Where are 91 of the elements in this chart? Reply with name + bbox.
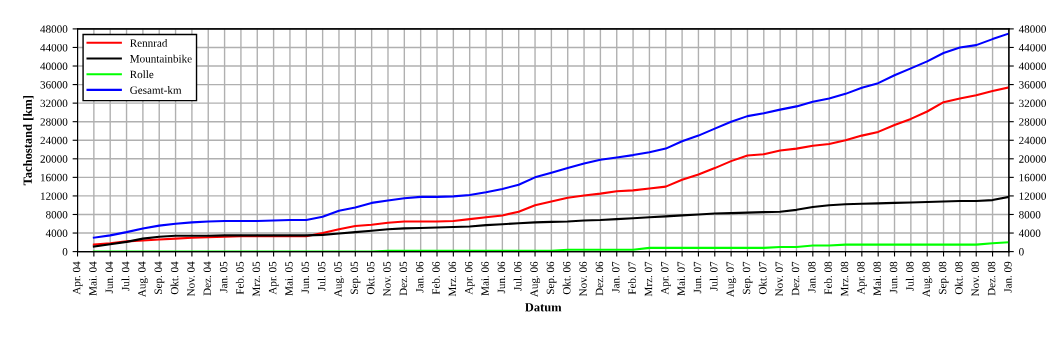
y-tick-label: 36000	[40, 81, 68, 89]
line-series	[92, 32, 1009, 239]
x-tick-label: Nov. 05	[383, 261, 391, 297]
y2-tick-label: 12000	[1019, 192, 1046, 200]
y-tick-label: 48000	[40, 25, 68, 33]
x-tick-label: Sep. 07	[742, 261, 753, 294]
x-tick-label: Mrz. 07	[644, 261, 653, 297]
y2-tick-label: 28000	[1019, 118, 1046, 126]
x-tick-label: Jun. 07	[693, 261, 702, 294]
legend-label: Rennrad	[130, 38, 168, 47]
x-tick-label: Nov. 06	[579, 261, 587, 297]
x-tick-label: Aug. 08	[922, 261, 933, 298]
x-tick-label: Mai. 08	[873, 261, 882, 296]
y2-tick-label: 8000	[1019, 210, 1041, 219]
x-tick-label: Apr. 07	[661, 261, 671, 295]
x-tick-label: Aug. 05	[334, 261, 344, 298]
y-tick-label: 12000	[41, 192, 68, 200]
y2-tick-label: 20000	[1019, 155, 1046, 163]
y2-tick-label: 36000	[1019, 81, 1046, 89]
x-tick-label: Jul. 06	[513, 261, 522, 291]
y-tick-label: 40000	[40, 62, 68, 70]
x-tick-label: Okt. 06	[562, 261, 571, 295]
x-tick-label: Jan. 09	[1004, 261, 1012, 293]
x-tick-label: Mai. 05	[285, 261, 293, 296]
x-tick-label: Jan. 06	[415, 261, 424, 293]
x-tick-label: Sep. 05	[350, 261, 361, 294]
x-tick-label: Apr. 05	[268, 261, 279, 295]
x-tick-label: Sep. 06	[546, 261, 557, 294]
x-tick-label: Mrz. 08	[840, 261, 849, 297]
y2-tick-label: 32000	[1019, 99, 1046, 108]
x-tick-label: Sep. 08	[938, 261, 949, 294]
x-tick-label: Sep. 04	[154, 261, 165, 294]
x-tick-label: Mai. 07	[677, 261, 685, 296]
x-tick-label: Dez. 07	[791, 261, 800, 296]
legend-label: Mountainbike	[130, 54, 192, 63]
x-tick-label: Dez. 08	[987, 261, 996, 296]
x-tick-label: Jul. 04	[121, 261, 130, 291]
x-tick-label: Jun. 06	[497, 261, 506, 294]
y-tick-label: 44000	[40, 43, 68, 52]
x-tick-label: Okt. 05	[366, 261, 375, 295]
x-tick-label: Aug. 06	[530, 261, 541, 298]
x-tick-label: Dez. 06	[595, 261, 604, 296]
y2-tick-label: 4000	[1018, 229, 1041, 238]
x-tick-label: Nov. 04	[187, 261, 195, 297]
x-tick-label: Apr. 08	[857, 261, 867, 295]
y-tick-label: 4000	[45, 229, 68, 238]
y2-tick-label: 48000	[1018, 25, 1046, 33]
y2-tick-label: 24000	[1019, 136, 1046, 145]
x-tick-label: Dez. 04	[203, 261, 212, 296]
x-tick-label: Jan. 08	[808, 261, 816, 293]
y-tick-label: 32000	[40, 99, 68, 108]
x-tick-label: Nov. 07	[775, 261, 783, 297]
x-tick-label: Aug. 07	[726, 261, 737, 298]
y-tick-label: 24000	[40, 136, 68, 145]
y-tick-label: 8000	[46, 210, 68, 219]
x-tick-label: Okt. 07	[758, 261, 767, 295]
x-tick-label: Apr. 06	[464, 261, 475, 295]
x-tick-label: Feb. 05	[235, 261, 244, 295]
x-tick-label: Feb. 06	[431, 261, 440, 295]
legend-label: Rolle	[130, 70, 154, 79]
x-tick-label: Mrz. 05	[252, 261, 261, 297]
x-tick-label: Jul. 05	[317, 261, 326, 291]
legend-label: Gesamt-km	[130, 86, 182, 94]
x-tick-label: Feb. 07	[628, 261, 636, 295]
x-tick-label: Okt. 04	[170, 261, 179, 295]
y-tick-label: 16000	[41, 173, 68, 182]
x-axis-title: Datum	[525, 303, 562, 312]
x-tick-label: Jun. 04	[105, 261, 114, 294]
x-tick-label: Apr. 04	[72, 261, 83, 295]
x-tick-label: Jun. 08	[889, 261, 898, 294]
y-tick-label: 20000	[40, 155, 68, 163]
y2-tick-label: 40000	[1018, 62, 1046, 70]
x-tick-label: Mai. 06	[481, 261, 489, 296]
x-tick-label: Nov. 08	[971, 261, 980, 297]
x-tick-label: Jun. 05	[301, 261, 310, 294]
x-tick-label: Dez. 05	[399, 261, 408, 296]
y2-tick-label: 16000	[1019, 173, 1046, 182]
x-tick-label: Jan. 07	[612, 261, 620, 293]
x-tick-label: Mrz. 06	[448, 261, 457, 297]
y2-tick-label: 0	[1019, 248, 1024, 256]
x-tick-label: Mai. 04	[89, 261, 97, 296]
x-tick-label: Okt. 08	[954, 261, 963, 295]
x-tick-label: Jan. 05	[219, 261, 228, 293]
y-axis-title: Tachostand [km]	[23, 96, 34, 186]
x-tick-label: Jul. 07	[709, 261, 718, 291]
x-tick-label: Aug. 04	[138, 261, 148, 298]
y-tick-label: 28000	[40, 118, 68, 126]
x-tick-label: Jul. 08	[905, 261, 914, 291]
x-tick-label: Feb. 08	[824, 261, 832, 295]
y2-tick-label: 44000	[1018, 43, 1046, 52]
y-tick-label: 0	[62, 248, 68, 256]
